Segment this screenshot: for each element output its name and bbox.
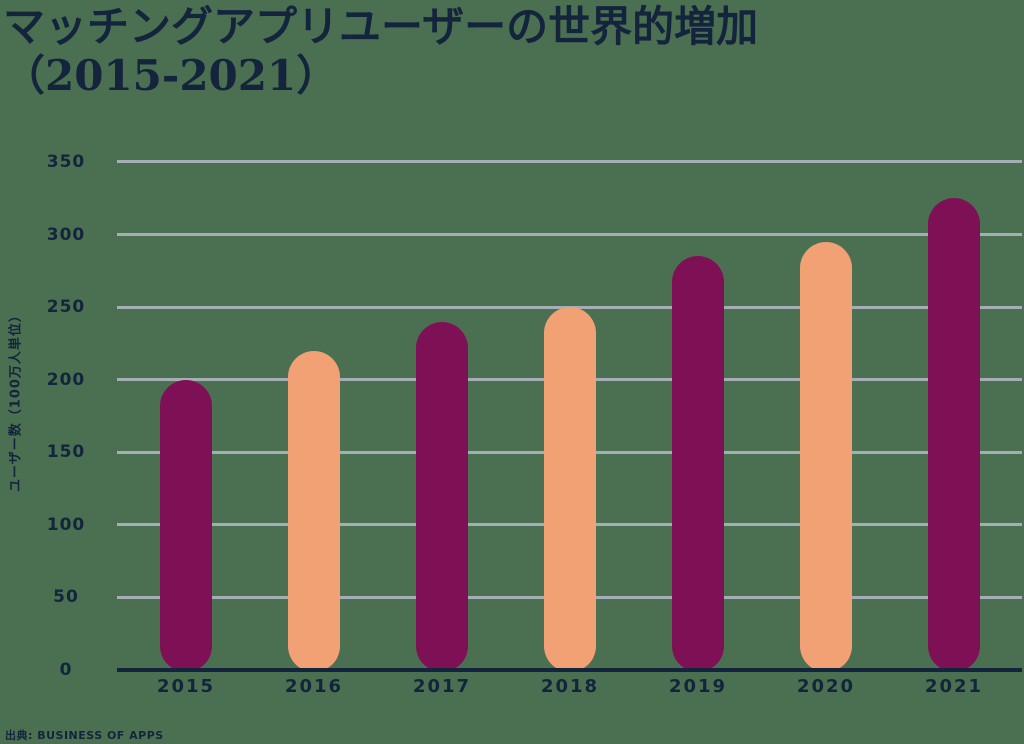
bar-2019 bbox=[672, 256, 724, 672]
y-axis-title: ユーザー数（100万人単位） bbox=[8, 308, 24, 492]
x-tick-label-2016: 2016 bbox=[284, 676, 344, 697]
x-tick-label-2018: 2018 bbox=[540, 676, 600, 697]
bar-2018 bbox=[544, 307, 596, 672]
y-tick-label-350: 350 bbox=[46, 151, 86, 172]
x-tick-label-2021: 2021 bbox=[924, 676, 984, 697]
chart-title-line1: マッチングアプリユーザーの世界的増加 bbox=[3, 2, 759, 51]
y-tick-label-0: 0 bbox=[59, 660, 73, 680]
source-note: 出典: BUSINESS OF APPS bbox=[5, 729, 164, 742]
bar-2016 bbox=[288, 350, 340, 672]
x-tick-label-2020: 2020 bbox=[796, 676, 856, 697]
x-tick-label-2015: 2015 bbox=[156, 676, 216, 697]
y-tick-label-150: 150 bbox=[46, 442, 86, 463]
y-tick-label-250: 250 bbox=[46, 297, 86, 318]
x-tick-label-2019: 2019 bbox=[668, 676, 728, 697]
gridline-300 bbox=[117, 233, 1022, 237]
y-tick-label-100: 100 bbox=[46, 514, 86, 535]
bar-2021 bbox=[928, 198, 980, 672]
y-tick-label-300: 300 bbox=[46, 224, 86, 245]
chart-title-line2: （2015-2021） bbox=[3, 51, 339, 101]
bar-2015 bbox=[160, 379, 212, 672]
x-tick-label-2017: 2017 bbox=[412, 676, 472, 697]
chart-title: マッチングアプリユーザーの世界的増加 （2015-2021） bbox=[3, 2, 758, 100]
gridline-350 bbox=[117, 160, 1022, 164]
y-tick-label-200: 200 bbox=[46, 369, 86, 390]
x-axis-line bbox=[117, 668, 1022, 672]
y-tick-label-50: 50 bbox=[53, 587, 79, 608]
bar-2017 bbox=[416, 321, 468, 672]
bar-2020 bbox=[800, 241, 852, 672]
